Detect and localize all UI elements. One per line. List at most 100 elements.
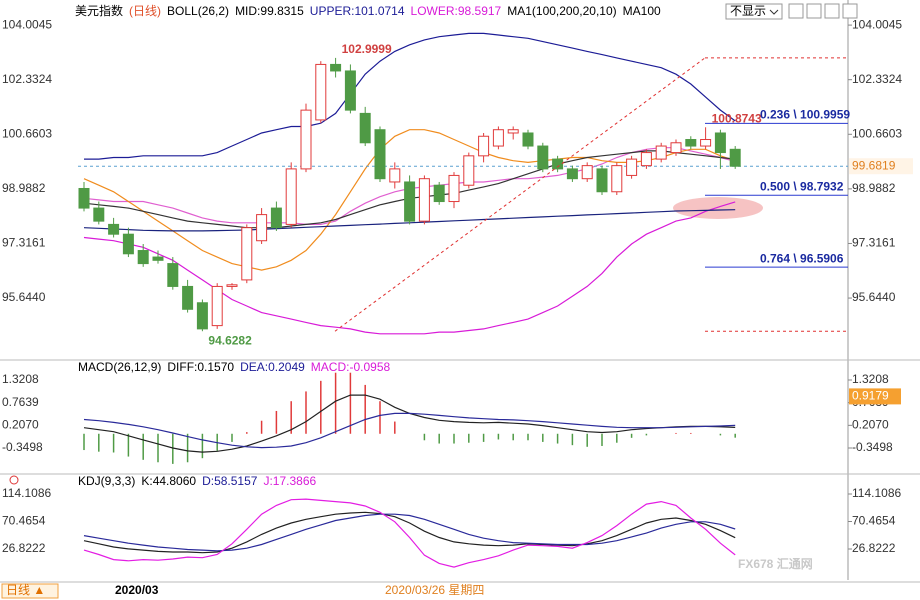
candle-body	[433, 184, 445, 203]
candle-body	[626, 158, 638, 176]
candle-body	[404, 181, 416, 222]
fib-level-label: 0.236 \ 100.9959	[760, 107, 850, 121]
candle-body	[108, 223, 120, 235]
candle-body	[78, 187, 90, 209]
legend-item: MACD(26,12,9)	[78, 360, 161, 374]
candle-body	[507, 129, 519, 134]
tool-button[interactable]	[788, 3, 804, 19]
candle-body	[315, 63, 327, 121]
legend-item: BOLL(26,2)	[167, 4, 229, 18]
legend-item: K:44.8060	[141, 474, 196, 488]
y-tick-label: 97.3161	[852, 236, 896, 250]
candle-body	[270, 207, 282, 229]
candle-body	[478, 135, 490, 157]
legend-item: 美元指数	[75, 3, 123, 18]
y-tick-label: 26.8222	[2, 541, 46, 555]
y-tick-label: 70.4654	[2, 514, 46, 528]
cursor-date-label: 2020/03/26 星期四	[385, 583, 484, 597]
y-tick-label: 0.2070	[2, 418, 39, 432]
y-tick-label: 0.7639	[2, 395, 39, 409]
candle-body	[344, 70, 356, 111]
indicator-line	[83, 511, 736, 554]
y-tick-label: 102.3324	[2, 72, 52, 86]
legend-item: KDJ(9,3,3)	[78, 474, 135, 488]
candle-body	[137, 250, 149, 265]
indicator-line	[83, 513, 736, 552]
y-tick-label: 1.3208	[2, 372, 39, 386]
y-tick-label: 1.3208	[852, 372, 889, 386]
candle-body	[389, 168, 401, 183]
legend-item: UPPER:101.0714	[310, 4, 405, 18]
last-price-label: 99.6819	[852, 158, 896, 172]
candle-body	[122, 233, 134, 255]
legend-item: MA100	[623, 4, 661, 18]
candle-body	[729, 148, 741, 167]
legend-item: MA1(100,200,20,10)	[507, 4, 616, 18]
legend-item: DIFF:0.1570	[167, 360, 234, 374]
candle-body	[256, 214, 268, 242]
candle-body	[152, 256, 164, 261]
dropdown-arrow	[769, 9, 779, 15]
y-tick-label: 100.6603	[852, 126, 902, 140]
candle-body	[655, 145, 667, 160]
y-tick-label: -0.3498	[2, 440, 43, 454]
fib-trend-line	[334, 57, 706, 332]
candle-body	[285, 168, 297, 225]
y-tick-label: 95.6440	[852, 290, 896, 304]
indicator-line	[83, 412, 736, 449]
legend-item: DEA:0.2049	[240, 360, 305, 374]
indicator-line	[83, 498, 736, 568]
tool-button[interactable]	[806, 3, 822, 19]
hide-button[interactable]	[725, 3, 783, 20]
settings-icon[interactable]	[9, 475, 19, 485]
fib-level-label: 0.764 \ 96.5906	[760, 251, 844, 265]
candle-body	[211, 285, 223, 327]
y-tick-label: 98.9882	[2, 181, 46, 195]
macd-badge	[849, 388, 901, 405]
toolbar: 不显示	[725, 3, 858, 20]
y-tick-label: 102.3324	[852, 72, 902, 86]
candle-body	[418, 178, 430, 222]
candle-body	[700, 139, 712, 147]
hide-button-label[interactable]: 不显示	[730, 4, 766, 18]
candle-body	[226, 284, 238, 287]
y-tick-label: 70.4654	[852, 514, 896, 528]
candle-body	[566, 168, 578, 180]
legend-item: MID:99.8315	[235, 4, 304, 18]
watermark: FX678 汇通网	[738, 556, 813, 571]
candle-body	[374, 129, 386, 180]
date-label: 2020/03	[115, 583, 159, 597]
indicator-line	[83, 201, 736, 335]
candle-body	[241, 227, 253, 281]
candle-body	[596, 168, 608, 193]
candle-body	[552, 158, 564, 170]
candle-body	[522, 132, 534, 147]
tool-button[interactable]	[842, 3, 858, 19]
y-tick-label: 0.2070	[852, 418, 889, 432]
macd-badge-label: 0.9179	[852, 389, 889, 403]
legend-item: (日线)	[129, 4, 161, 18]
legend-item: MACD:-0.0958	[311, 360, 391, 374]
candle-body	[330, 63, 342, 72]
candle-body	[463, 155, 475, 186]
candle-body	[300, 109, 312, 170]
candle-body	[182, 285, 194, 310]
y-tick-label: 97.3161	[2, 236, 46, 250]
candle-body	[670, 142, 682, 154]
legend-item: LOWER:98.5917	[411, 4, 502, 18]
candle-body	[685, 139, 697, 147]
period-button-label[interactable]: 日线 ▲	[6, 583, 45, 597]
y-tick-label: 95.6440	[2, 290, 46, 304]
candle-body	[167, 263, 179, 287]
legend-item: D:58.5157	[202, 474, 258, 488]
candle-body	[492, 129, 504, 147]
period-button[interactable]	[1, 583, 59, 599]
highlight-ellipse	[673, 197, 763, 219]
y-tick-label: 98.9882	[852, 181, 896, 195]
candle-body	[640, 152, 652, 167]
tool-button[interactable]	[824, 3, 840, 19]
y-tick-label: 104.0045	[2, 17, 52, 31]
y-tick-label: 114.1086	[2, 486, 51, 500]
